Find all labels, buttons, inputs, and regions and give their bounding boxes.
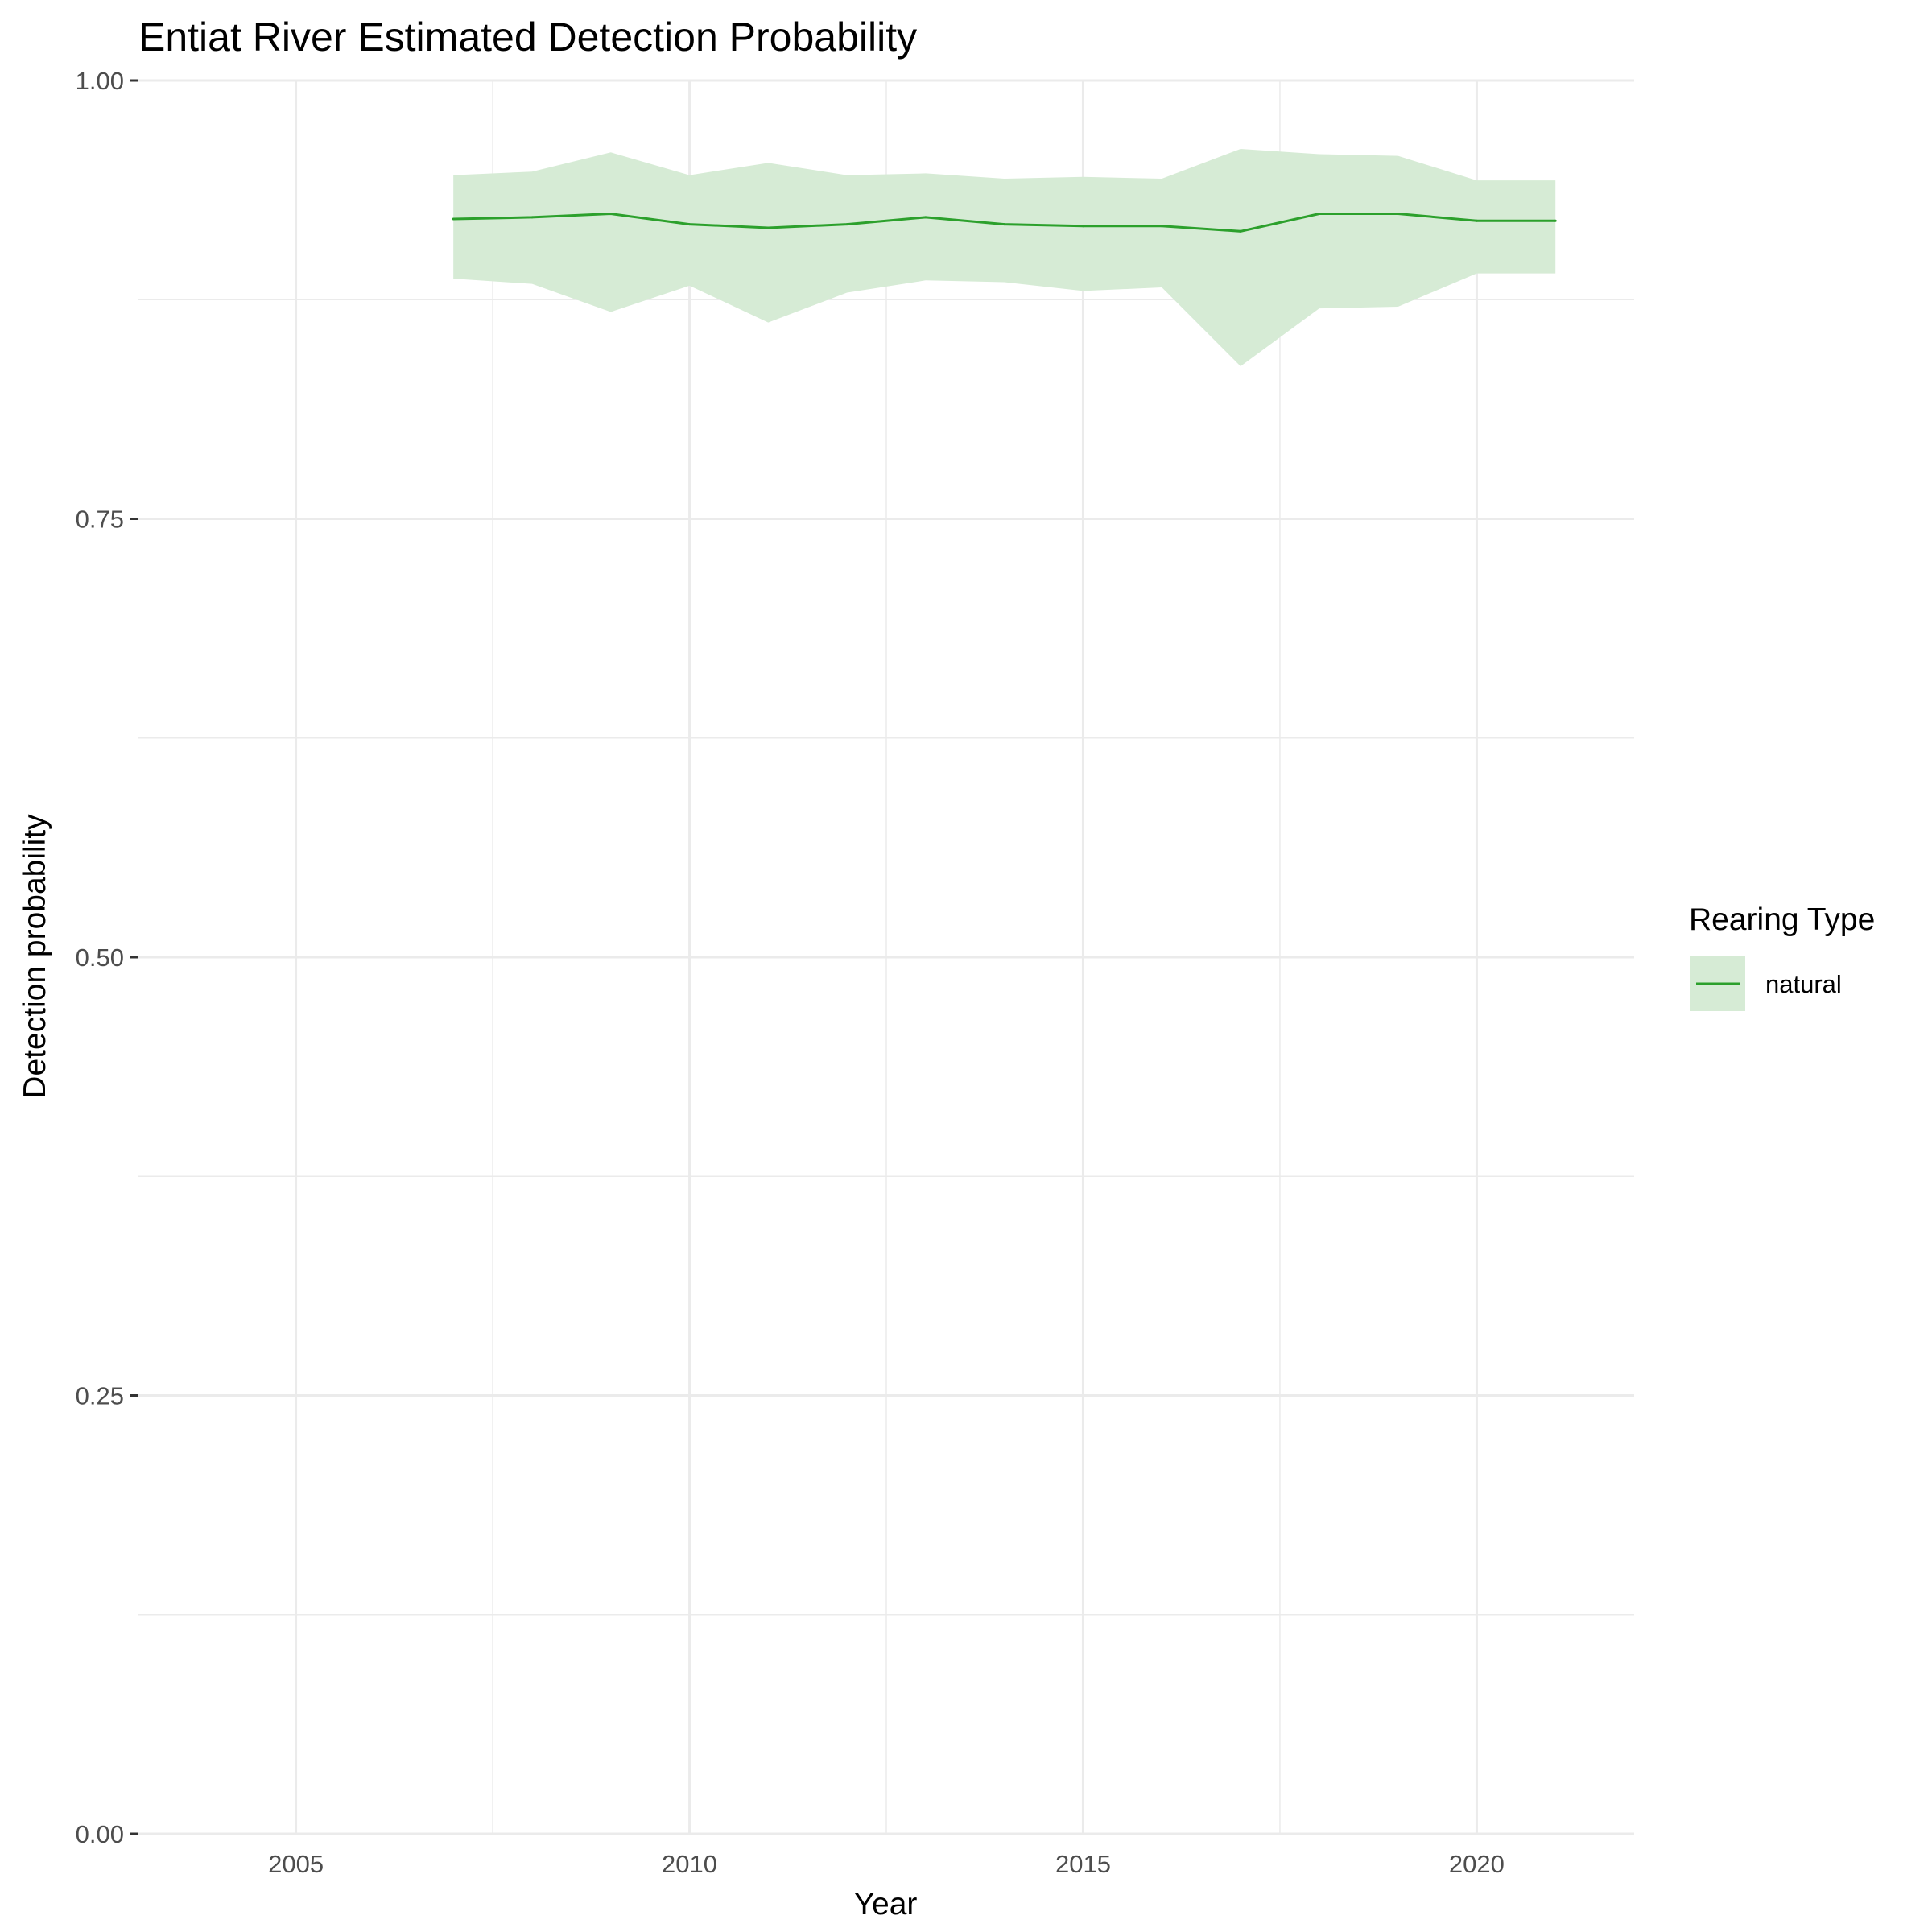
- point-natural: [1003, 223, 1006, 226]
- point-natural: [845, 223, 848, 226]
- point-natural: [452, 217, 455, 221]
- ribbon-natural: [453, 148, 1556, 367]
- point-natural: [1475, 219, 1478, 222]
- point-natural: [1318, 213, 1321, 216]
- confidence-ribbons: [453, 148, 1556, 367]
- point-natural: [766, 226, 770, 229]
- point-natural: [609, 213, 613, 216]
- chart-title: Entiat River Estimated Detection Probabi…: [138, 14, 917, 60]
- x-tick-label: 2020: [1449, 1850, 1505, 1878]
- legend: Rearing Type natural: [1689, 902, 1875, 1011]
- x-tick-label: 2005: [268, 1850, 324, 1878]
- y-axis: 0.00 0.25 0.50 0.75 1.00: [76, 67, 138, 1848]
- x-axis-title: Year: [854, 1887, 918, 1922]
- legend-label-natural: natural: [1765, 970, 1842, 998]
- x-tick-label: 2010: [662, 1850, 717, 1878]
- legend-items: natural: [1690, 956, 1842, 1011]
- x-tick-label: 2015: [1055, 1850, 1111, 1878]
- point-natural: [1081, 225, 1084, 228]
- point-natural: [530, 216, 534, 219]
- y-tick-label: 0.25: [76, 1382, 124, 1410]
- series-lines: [452, 213, 1557, 233]
- x-axis: 2005 2010 2015 2020: [268, 1850, 1505, 1878]
- point-natural: [1160, 225, 1163, 228]
- y-tick-label: 0.50: [76, 943, 124, 972]
- x-gridlines: [295, 80, 1478, 1834]
- y-axis-title: Detection probability: [18, 814, 52, 1099]
- legend-title: Rearing Type: [1689, 902, 1875, 937]
- y-tick-label: 0.75: [76, 506, 124, 534]
- point-natural: [688, 223, 691, 226]
- y-tick-label: 0.00: [76, 1820, 124, 1848]
- point-natural: [1554, 219, 1557, 222]
- point-natural: [1397, 213, 1400, 216]
- y-tick-label: 1.00: [76, 67, 124, 95]
- point-natural: [924, 216, 927, 219]
- point-natural: [1239, 229, 1242, 233]
